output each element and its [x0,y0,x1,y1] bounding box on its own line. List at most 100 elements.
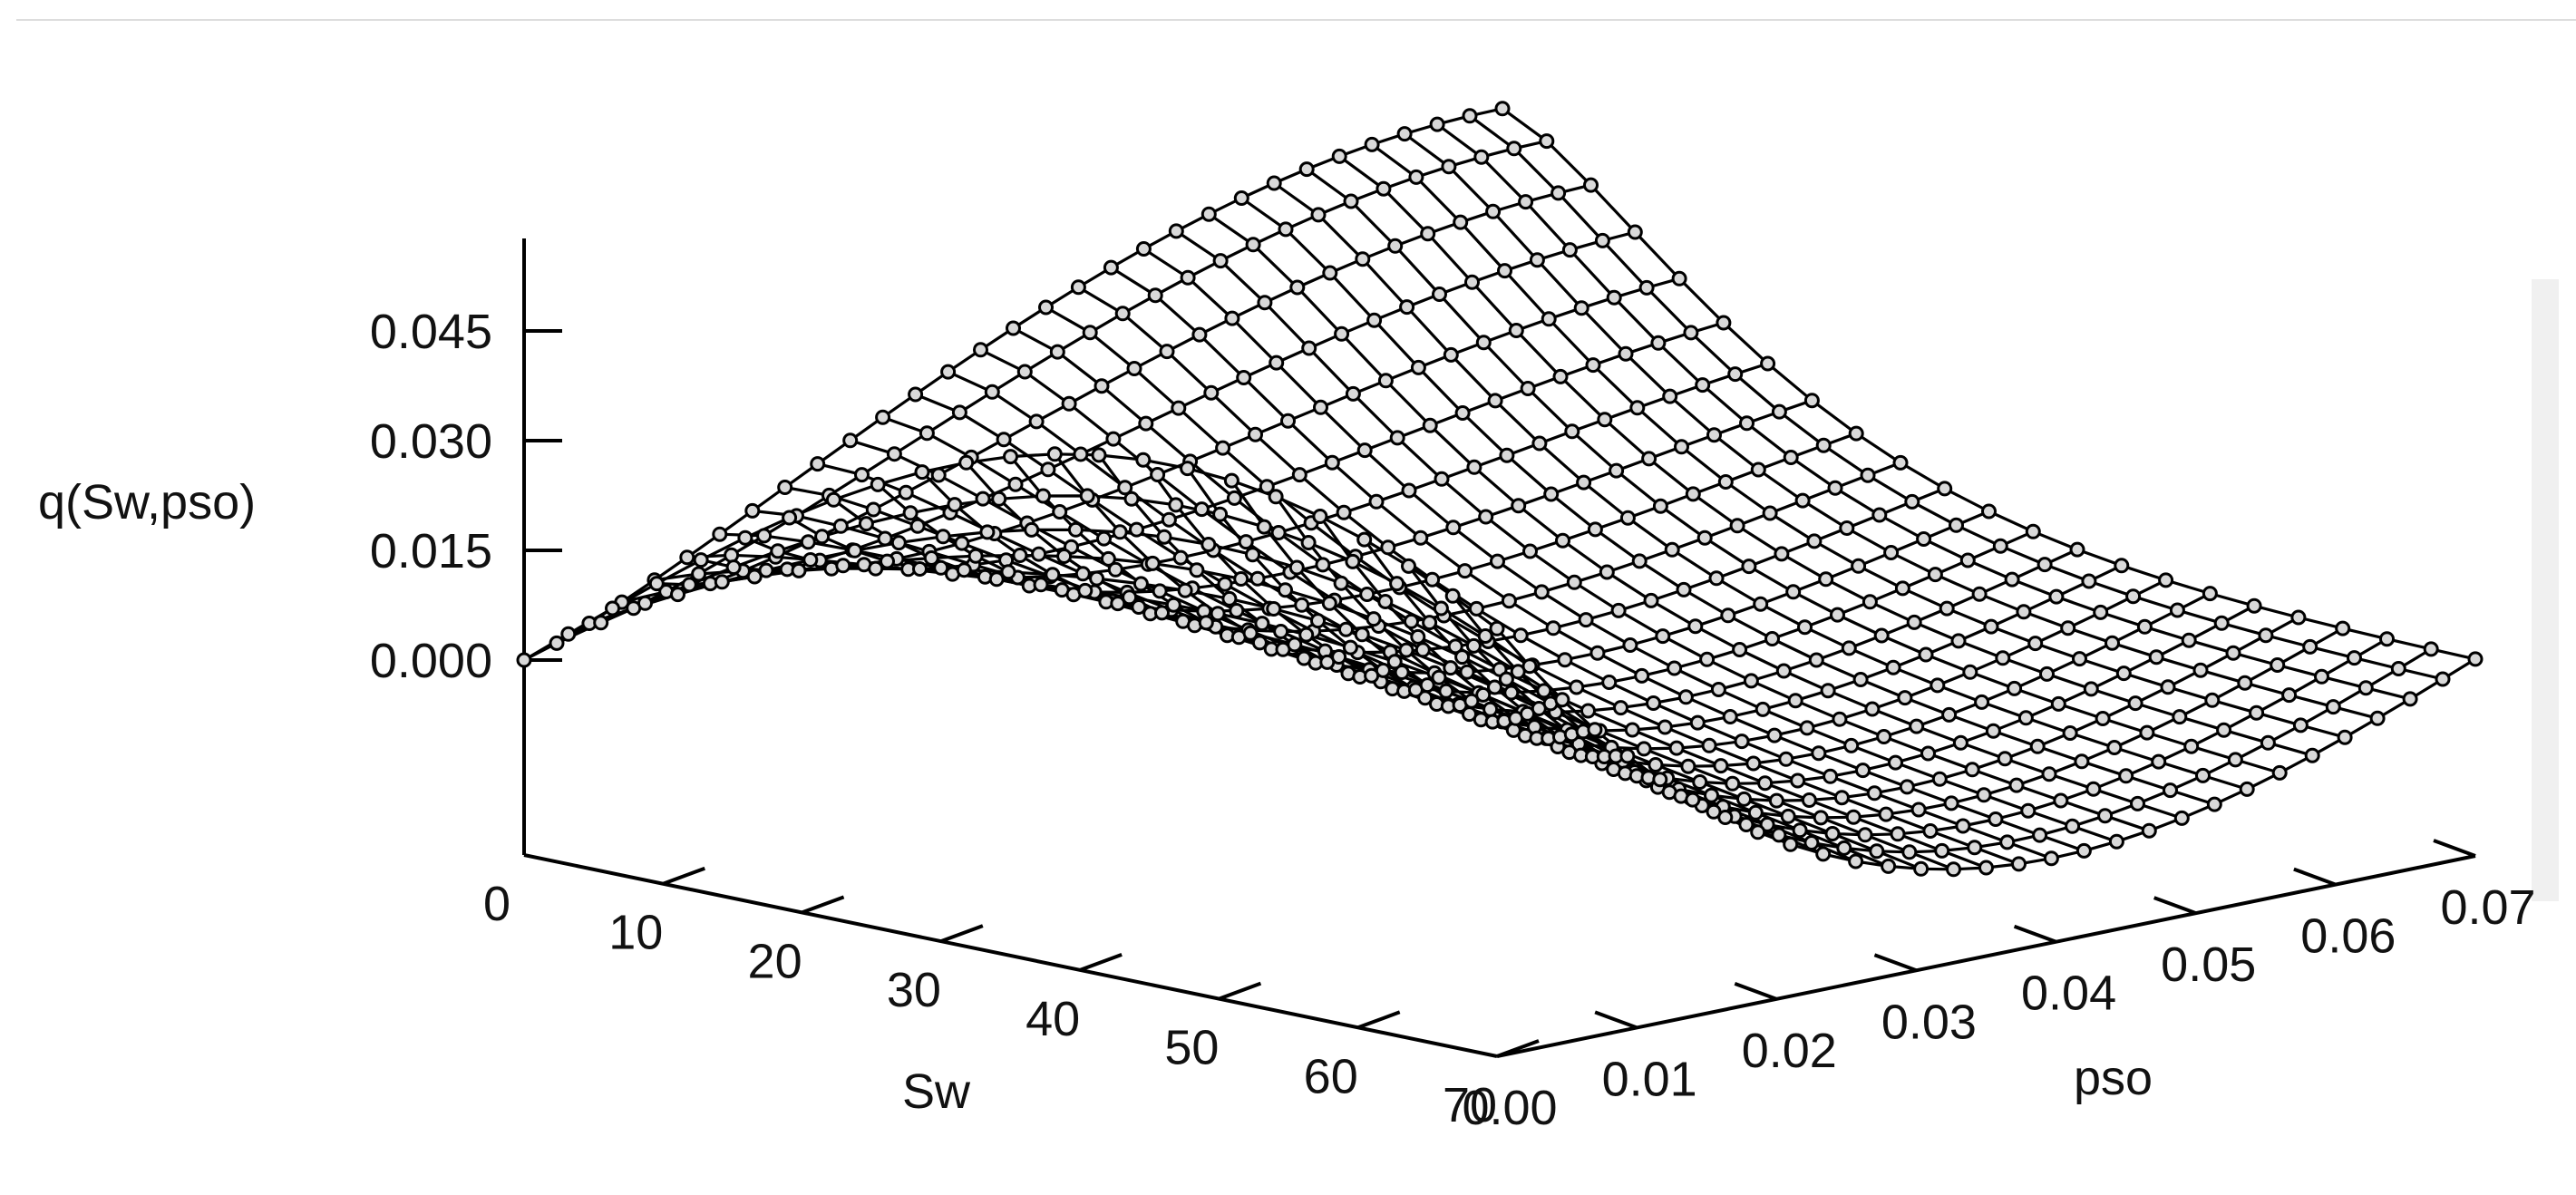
surface-point [954,535,970,551]
surface-point [1389,430,1405,446]
surface-point [1888,754,1903,771]
surface-point [1454,649,1471,666]
surface-point [1904,493,1920,510]
surface-point [1457,563,1473,579]
surface-point [1734,734,1750,750]
surface-point [1389,576,1405,592]
surface-point [2258,627,2274,644]
surface-point [1676,581,1692,598]
surface-point [1619,748,1636,764]
surface-point [1768,792,1784,809]
surface-point [1313,399,1328,415]
surface-point [637,595,653,611]
surface-point [1257,295,1273,311]
surface-point [1634,667,1650,684]
surface-point [1815,437,1832,453]
surface-point [1445,520,1462,536]
surface-point [1753,596,1769,612]
surface-point [1717,474,1734,490]
surface-point [1818,571,1834,588]
surface-point [902,505,919,521]
surface-point [1238,534,1254,550]
surface-point [2036,557,2053,573]
surface-point [1366,611,1382,627]
surface-point [1750,461,1766,478]
surface-point [1638,279,1655,296]
surface-point [1463,693,1480,709]
surface-point [1619,510,1636,526]
surface-point [979,524,996,540]
surface-point [2270,657,2286,673]
surface-point [1609,462,1625,479]
surface-point [1729,518,1745,534]
surface-point [2390,661,2406,676]
surface-point [1962,664,1978,680]
surface-point [1434,471,1450,487]
surface-point [1268,489,1284,505]
surface-point [1122,589,1138,606]
surface-point [1251,635,1268,651]
surface-point [516,652,532,668]
surface-point [1094,378,1110,394]
sw-tick-mark [1357,1010,1401,1030]
surface-point [2158,572,2174,588]
surface-point [847,542,863,559]
surface-point [1368,493,1385,510]
surface-point [2246,598,2262,614]
surface-point [791,562,807,578]
surface-point [814,529,831,545]
surface-point [1478,509,1494,525]
surface-point [1132,576,1149,592]
surface-point [935,529,951,545]
surface-point [1848,425,1864,442]
pso-tick-label: 0.07 [2440,880,2535,935]
surface-point [2249,704,2265,721]
surface-point [1967,840,1983,856]
surface-point [1236,370,1252,385]
surface-point [1052,504,1068,520]
surface-point [1345,385,1361,402]
surface-point [1419,677,1435,694]
surface-point [1606,289,1622,306]
surface-point [1555,532,1570,549]
surface-wireframe [523,107,2476,871]
surface-point [670,587,685,603]
surface-point [1464,274,1480,290]
surface-point [1278,221,1294,238]
surface-point [1622,637,1638,653]
surface-point [1780,808,1796,824]
surface-point [2130,795,2145,811]
pso-axis-ticks: 0.00 0.01 0.02 0.03 0.04 0.05 0.06 0.07 [1462,839,2536,1135]
surface-point [1242,625,1259,641]
surface-point [1441,159,1457,175]
surface-point [1147,287,1163,304]
surface-point [1959,552,1976,568]
surface-point [1221,590,1238,607]
surface-point [1126,361,1142,376]
surface-point [2039,666,2055,682]
surface-point [2172,709,2188,725]
surface-point [1839,520,1855,536]
surface-point [1652,498,1668,514]
surface-point [2216,722,2232,738]
surface-point [1981,503,1997,520]
surface-point [1380,539,1396,556]
surface-point [1438,683,1454,699]
surface-point [2097,808,2114,824]
surface-point [1016,364,1033,380]
surface-point [1497,263,1512,279]
surface-point [1785,584,1802,600]
surface-point [1671,270,1687,287]
surface-point [1913,860,1930,877]
surface-point [758,562,774,578]
surface-point [1764,631,1780,646]
surface-point [1475,335,1492,351]
surface-point [1852,672,1869,687]
surface-point [1301,340,1317,356]
surface-point [996,432,1012,448]
surface-point [1364,136,1380,152]
surface-point [1851,558,1867,574]
surface-point [1061,395,1077,412]
surface-point [2335,620,2351,636]
surface-point [825,491,841,508]
